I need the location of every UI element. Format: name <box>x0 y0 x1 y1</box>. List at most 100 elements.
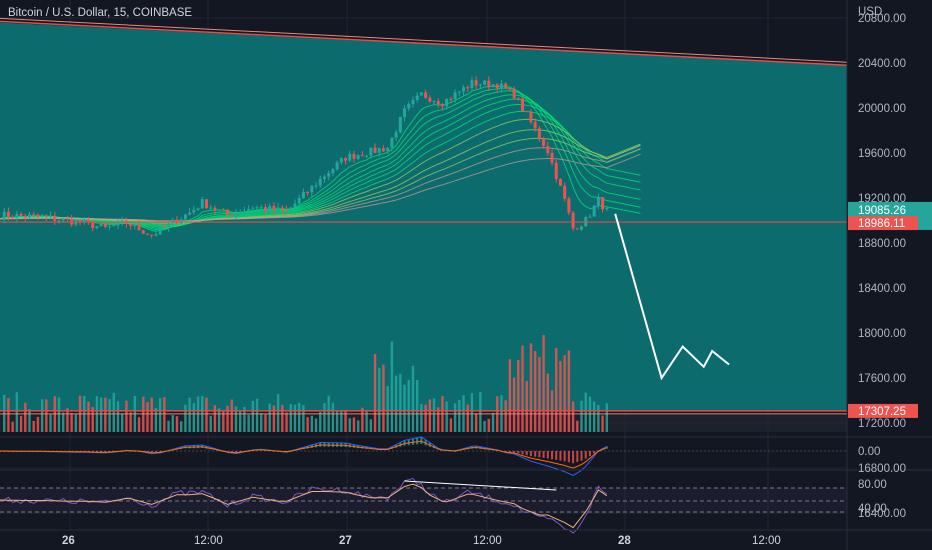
candle-body <box>91 221 95 228</box>
volume-bar <box>112 392 115 432</box>
volume-bar <box>116 401 120 432</box>
candle-body <box>150 234 154 236</box>
range-fill <box>0 22 847 411</box>
volume-bar <box>289 403 292 432</box>
candle-body <box>154 234 158 236</box>
volume-bar <box>45 399 48 432</box>
macd-histogram-bar <box>104 451 107 452</box>
axes: USD20800.0020400.0020000.0019600.0019200… <box>62 0 932 550</box>
volume-bar <box>297 402 301 432</box>
chart-title: Bitcoin / U.S. Dollar, 15, COINBASE <box>8 7 192 19</box>
candle-body <box>373 147 377 153</box>
volume-bar <box>592 401 596 432</box>
price-tick-label: 19600.00 <box>858 148 906 160</box>
candle-body <box>335 162 339 170</box>
level-tag <box>848 216 918 231</box>
volume-bar <box>32 421 35 432</box>
time-tick-label: 12:00 <box>194 535 223 547</box>
candle-body <box>365 155 369 157</box>
volume-bar <box>276 393 280 432</box>
candle-body <box>453 92 457 100</box>
macd-histogram-bar <box>146 451 149 452</box>
candle-body <box>407 104 411 109</box>
macd-histogram-bar <box>150 451 153 453</box>
volume-bar <box>226 405 229 432</box>
candle-body <box>276 207 280 211</box>
candle-body <box>462 87 466 92</box>
candle-body <box>221 209 225 211</box>
volume-bar <box>91 407 94 432</box>
macd-pane <box>0 436 932 476</box>
volume-bar <box>24 402 27 432</box>
candle-body <box>525 111 529 113</box>
volume-bar <box>428 399 432 432</box>
candle-body <box>352 153 356 159</box>
volume-bar <box>175 416 179 432</box>
candle-body <box>310 185 314 193</box>
candle-body <box>588 216 592 218</box>
candle-body <box>49 215 53 217</box>
volume-bar <box>167 420 170 432</box>
rsi-tick-label: 80.00 <box>858 479 887 491</box>
volume-bar <box>576 420 579 432</box>
volume-bar <box>340 411 343 432</box>
volume-bar <box>146 402 149 432</box>
macd-histogram-bar <box>416 437 419 445</box>
macd-histogram-bar <box>239 451 242 452</box>
candle-body <box>419 92 423 96</box>
volume-bar <box>281 404 284 432</box>
volume-bar <box>466 404 469 432</box>
price-tick-label: 16400.00 <box>858 508 906 520</box>
volume-bar <box>563 355 566 432</box>
candle-body <box>457 91 461 93</box>
candle-body <box>40 215 44 217</box>
volume-bar <box>453 403 457 432</box>
volume-bar <box>580 400 583 432</box>
candle-body <box>86 219 90 222</box>
volume-bar <box>310 415 314 432</box>
volume-bar <box>222 410 225 432</box>
price-tick-label: 17600.00 <box>858 373 906 385</box>
macd-histogram-bar <box>95 451 98 452</box>
macd-histogram-bar <box>584 451 587 459</box>
volume-bar <box>19 415 23 432</box>
volume-bar <box>555 347 558 432</box>
price-tick-label: 20400.00 <box>858 58 906 70</box>
candle-body <box>15 213 19 218</box>
candle-body <box>19 213 23 216</box>
rsi-pane <box>0 469 932 534</box>
macd-histogram-bar <box>159 451 162 452</box>
candle-body <box>466 87 470 89</box>
candle-body <box>478 84 482 86</box>
macd-histogram-bar <box>567 451 570 463</box>
volume-bar <box>74 414 78 432</box>
volume-bar <box>3 394 6 432</box>
candle-body <box>474 80 478 86</box>
volume-bar <box>571 401 575 432</box>
candle-body <box>327 173 331 177</box>
volume-bar <box>28 409 31 432</box>
candle-body <box>120 220 124 222</box>
candle-body <box>238 212 242 214</box>
volume-bar <box>546 373 550 432</box>
candle-body <box>344 158 348 161</box>
volume-bar <box>260 413 263 432</box>
candle-body <box>259 207 263 209</box>
volume-bar <box>264 414 267 432</box>
candle-body <box>521 98 525 112</box>
candle-body <box>512 88 516 99</box>
rsi-ma-line <box>0 483 608 529</box>
macd-histogram-bar <box>508 451 511 453</box>
current-price-label: 19085.26 <box>858 205 906 217</box>
volume-bar <box>268 403 271 432</box>
volume-bar <box>356 420 360 432</box>
macd-histogram-bar <box>517 451 520 454</box>
price-range-box <box>0 22 847 411</box>
macd-histogram-bar <box>572 451 575 464</box>
volume-bar <box>104 397 107 432</box>
candle-body <box>2 211 6 219</box>
macd-histogram-bar <box>420 436 423 444</box>
candle-body <box>470 80 474 89</box>
macd-histogram-bar <box>576 451 579 462</box>
